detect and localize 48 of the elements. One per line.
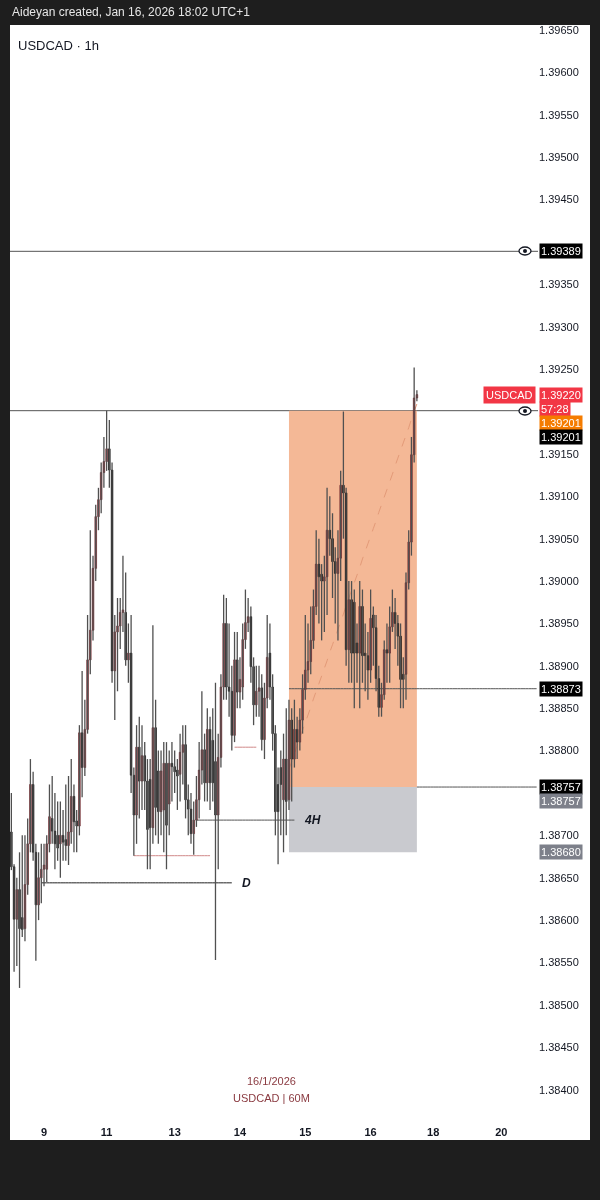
x-tick-label: 9 <box>40 1126 48 1138</box>
x-tick-label: 20 <box>495 1126 508 1138</box>
y-tick-label: 1.38850 <box>539 702 579 715</box>
y-tick-label: 1.39650 <box>539 23 579 36</box>
series-label: D <box>242 876 251 890</box>
series-label: 4H <box>304 813 321 827</box>
annotation: 16/1/2026 <box>247 1075 296 1087</box>
y-tick-label: 1.38800 <box>539 744 579 757</box>
y-tick-label: 1.39050 <box>539 532 579 545</box>
text: USDCAD · 1h <box>18 37 99 53</box>
y-tick-label: 1.38950 <box>539 617 579 630</box>
text: 1.39220 <box>541 389 581 401</box>
y-tick-label: 1.39150 <box>539 447 579 460</box>
y-tick-label: 1.38650 <box>539 871 579 884</box>
ref-line-label: 1.39389 <box>541 245 581 257</box>
y-tick-label: 1.39100 <box>539 490 579 503</box>
y-tick-label: 1.39000 <box>539 574 579 587</box>
y-tick-label: 1.39450 <box>539 193 579 206</box>
text: 1.39201 <box>541 417 581 429</box>
x-tick-label: 11 <box>100 1126 113 1138</box>
y-tick-label: 1.39300 <box>539 320 579 333</box>
annotation: USDCAD <box>486 389 533 401</box>
y-tick-label: 1.38550 <box>539 956 579 969</box>
ref-line-label: 1.39201 <box>541 431 581 443</box>
x-tick-label: 14 <box>233 1126 247 1138</box>
series-label: 1.38873 <box>541 683 581 695</box>
annotation: USDCAD | 60M <box>233 1092 310 1104</box>
x-tick-label: 18 <box>427 1126 440 1138</box>
series-label: 1.38757 <box>541 781 581 793</box>
text: 57:28 <box>541 403 569 415</box>
y-tick-label: 1.38400 <box>539 1083 579 1096</box>
x-tick-label: 13 <box>168 1126 181 1138</box>
y-tick-label: 1.38700 <box>539 829 579 842</box>
text: 1.38757 <box>541 795 581 807</box>
y-tick-label: 1.39550 <box>539 108 579 121</box>
x-tick-label: 15 <box>299 1126 312 1138</box>
y-tick-label: 1.39250 <box>539 363 579 375</box>
y-tick-label: 1.38500 <box>539 998 579 1011</box>
y-tick-label: 1.39500 <box>539 151 579 164</box>
y-tick-label: 1.39600 <box>539 66 579 79</box>
y-tick-label: 1.38900 <box>539 659 579 672</box>
candlestick <box>59 800 62 879</box>
x-tick-label: 16 <box>364 1126 377 1138</box>
y-tick-label: 1.39350 <box>539 278 579 291</box>
chart-subtitle: Aideyan created, Jan 16, 2026 18:02 UTC+1 <box>12 5 251 19</box>
y-tick-label: 1.38450 <box>539 1041 579 1054</box>
y-tick-label: 1.38600 <box>539 913 579 926</box>
text: 1.38680 <box>541 846 581 858</box>
